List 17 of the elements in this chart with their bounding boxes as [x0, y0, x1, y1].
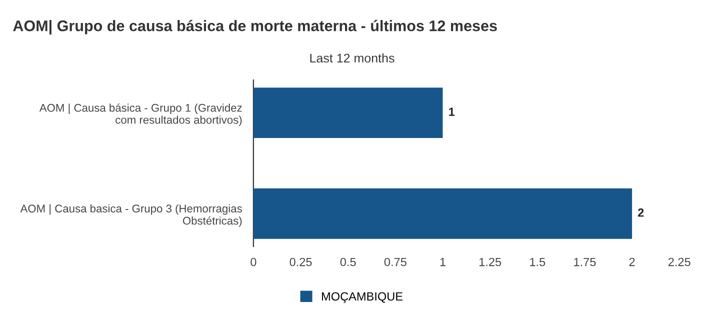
x-tick-label: 0.5 [340, 258, 356, 266]
x-tick-label: 2 [629, 258, 635, 266]
chart-title: AOM| Grupo de causa básica de morte materna - últimos 12 meses [13, 20, 497, 34]
x-tick-label: 2.25 [668, 258, 690, 266]
data-label: 2 [638, 208, 644, 217]
y-tick-label: AOM | Causa básica - Grupo 1 (Gravidez com resultados abortivos) [39, 103, 242, 126]
x-tick-label: 0.75 [384, 258, 406, 266]
x-tick-label: 0.25 [290, 258, 312, 266]
legend-label: MOÇAMBIQUE [322, 292, 403, 303]
x-tick-label: 1.75 [574, 258, 596, 266]
chart-subtitle: Last 12 months [310, 53, 394, 63]
x-tick-label: 1.5 [530, 258, 546, 266]
data-label: 1 [449, 108, 455, 116]
x-tick-label: 1.25 [479, 258, 502, 266]
y-tick-label: AOM | Causa basica - Grupo 3 (Hemorragias Obstétricas) [20, 204, 242, 227]
x-tick-label: 1 [440, 258, 446, 266]
x-tick-label: 0 [250, 258, 256, 266]
